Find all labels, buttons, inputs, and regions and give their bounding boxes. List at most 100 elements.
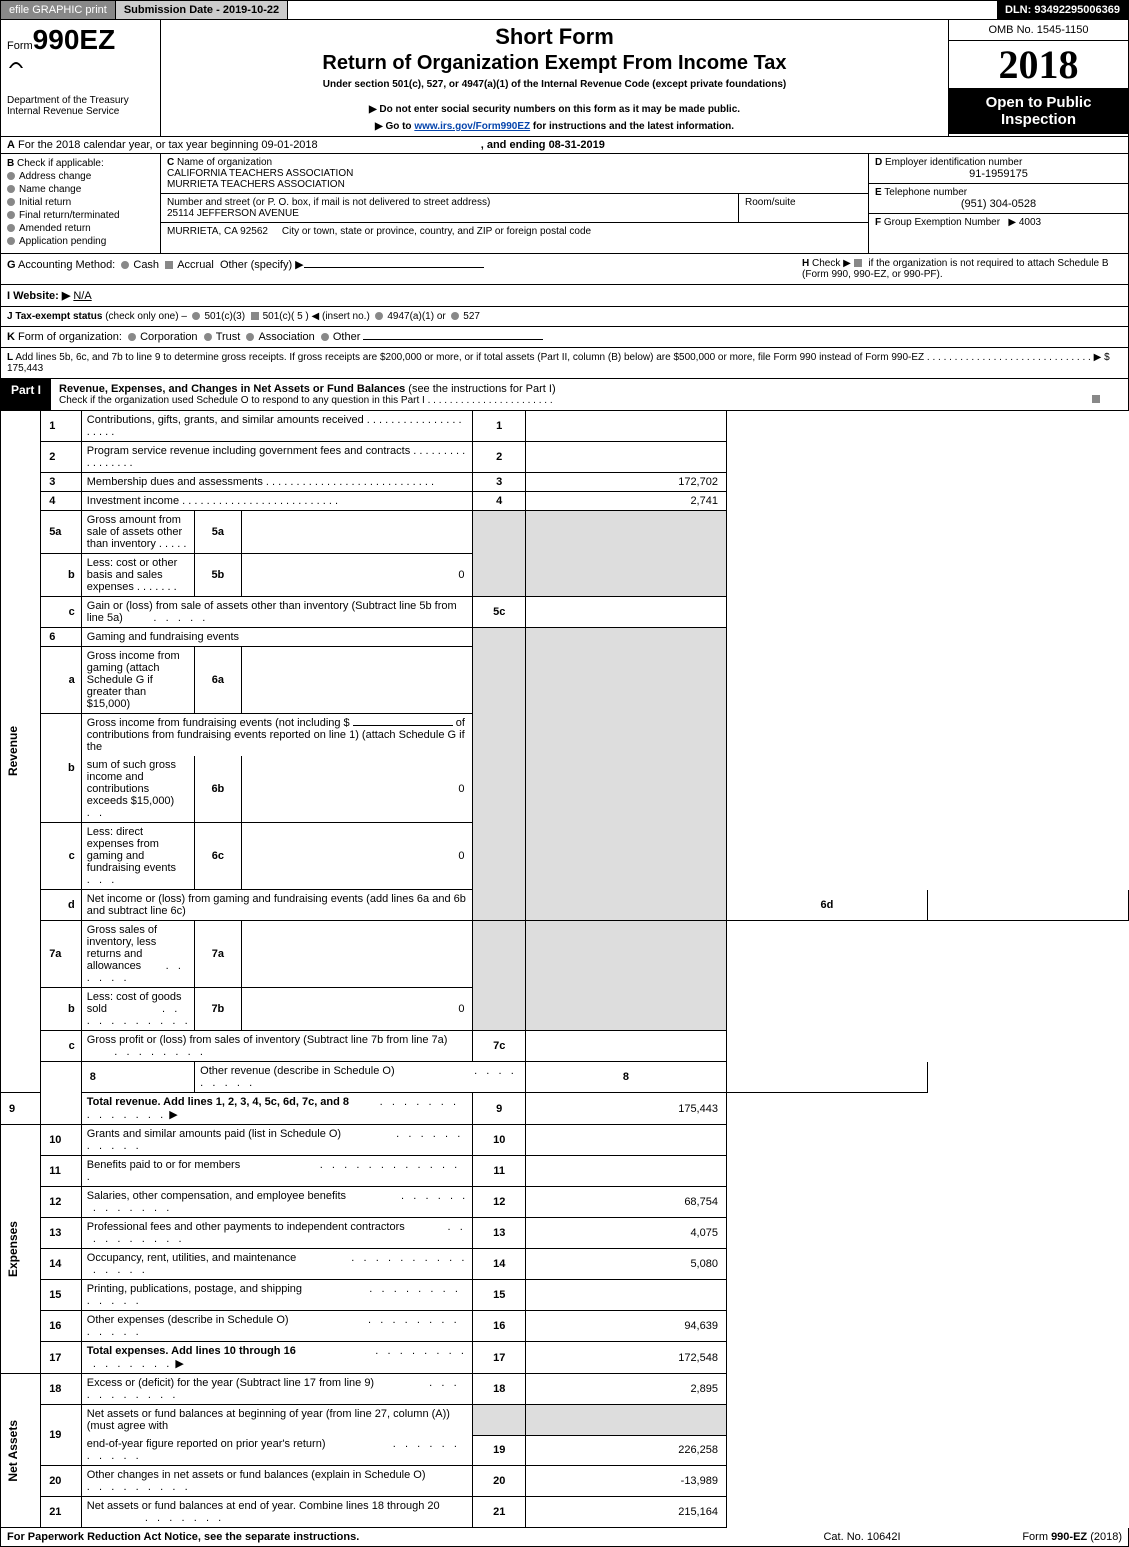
line-6b-amount-input[interactable] (353, 725, 453, 726)
line-15-value (526, 1280, 727, 1311)
form-id-block: Form 990EZ Department of the Treasury In… (1, 20, 161, 136)
line-14-num: 14 (41, 1249, 82, 1280)
line-8-box: 8 (526, 1062, 727, 1093)
line-7c-num: c (41, 1031, 82, 1062)
line-6d-num: d (41, 890, 82, 921)
period-begin: For the 2018 calendar year, or tax year … (18, 139, 318, 151)
line-9-value: 175,443 (526, 1093, 727, 1125)
revenue-sidebar-cont (41, 1062, 82, 1125)
irs-link[interactable]: www.irs.gov/Form990EZ (414, 121, 530, 132)
line-16-value: 94,639 (526, 1311, 727, 1342)
h-checkbox[interactable] (854, 259, 862, 267)
line-5b-mbox: 5b (195, 554, 241, 597)
return-title: Return of Organization Exempt From Incom… (169, 52, 940, 75)
entity-block: B Check if applicable: Address change Na… (0, 154, 1129, 254)
corp-radio[interactable] (128, 333, 136, 341)
line-14-desc: Occupancy, rent, utilities, and maintena… (81, 1249, 473, 1280)
no-ssn-warning: ▶ Do not enter social security numbers o… (169, 104, 940, 115)
line-6c-mval: 0 (241, 823, 473, 890)
line-9-num: 9 (1, 1093, 41, 1125)
amended-return-checkbox[interactable]: Amended return (7, 223, 154, 234)
other-specify-input[interactable] (304, 267, 484, 268)
initial-return-checkbox[interactable]: Initial return (7, 197, 154, 208)
line-20-desc: Other changes in net assets or fund bala… (81, 1466, 473, 1497)
line-7b-num: b (41, 988, 82, 1031)
line-19-shade-v (526, 1405, 727, 1436)
other-specify: Other (specify) ▶ (220, 259, 304, 271)
line-19-desc-bottom: end-of-year figure reported on prior yea… (81, 1435, 473, 1466)
street-value: 25114 JEFFERSON AVENUE (167, 208, 299, 219)
efile-print-button[interactable]: efile GRAPHIC print (1, 1, 116, 19)
line-k-form-org: K Form of organization: Corporation Trus… (0, 327, 1129, 348)
line-7a-mbox: 7a (195, 921, 241, 988)
s527-radio[interactable] (451, 312, 459, 320)
line-7a-num: 7a (41, 921, 82, 988)
final-return-checkbox[interactable]: Final return/terminated (7, 210, 154, 221)
period-end: , and ending 08-31-2019 (481, 139, 605, 151)
line-10-value (526, 1125, 727, 1156)
line-7c-desc: Gross profit or (loss) from sales of inv… (81, 1031, 473, 1062)
name-change-checkbox[interactable]: Name change (7, 184, 154, 195)
accrual-radio[interactable] (165, 261, 173, 269)
line-17-box: 17 (473, 1342, 526, 1374)
revenue-sidebar: Revenue (1, 411, 41, 1093)
line-l-text: Add lines 5b, 6c, and 7b to line 9 to de… (15, 352, 924, 363)
city-label: City or town, state or province, country… (282, 226, 591, 237)
line-a-period: A For the 2018 calendar year, or tax yea… (0, 137, 1129, 154)
line-6-num: 6 (41, 628, 82, 647)
cash-radio[interactable] (121, 261, 129, 269)
line-16-num: 16 (41, 1311, 82, 1342)
line-6a-mval (241, 647, 473, 714)
form-number: 990EZ (33, 24, 116, 56)
section-d-e-f-block: D Employer identification number 91-1959… (868, 154, 1128, 253)
top-bar: efile GRAPHIC print Submission Date - 20… (0, 0, 1129, 20)
line-9-desc: Total revenue. Add lines 1, 2, 3, 4, 5c,… (81, 1093, 473, 1125)
c3-radio[interactable] (192, 312, 200, 320)
line-18-box: 18 (473, 1374, 526, 1405)
form-prefix: Form (7, 40, 33, 52)
line-12-num: 12 (41, 1187, 82, 1218)
line-19-num: 19 (41, 1405, 82, 1466)
other-org-input[interactable] (363, 339, 543, 340)
line-19-shade (473, 1405, 526, 1436)
netassets-sidebar: Net Assets (1, 1374, 41, 1528)
cat-no: Cat. No. 10642I (762, 1531, 962, 1543)
line-20-num: 20 (41, 1466, 82, 1497)
c5-radio[interactable] (251, 312, 259, 320)
line-6-desc: Gaming and fundraising events (81, 628, 473, 647)
form-header: Form 990EZ Department of the Treasury In… (0, 20, 1129, 137)
part1-title-suffix: (see the instructions for Part I) (408, 383, 555, 395)
line-7b-desc: Less: cost of goods sold . . . . . . . .… (81, 988, 194, 1031)
assoc-radio[interactable] (246, 333, 254, 341)
group-num-value: ▶ 4003 (1008, 217, 1041, 228)
line-13-value: 4,075 (526, 1218, 727, 1249)
part1-header: Part I Revenue, Expenses, and Changes in… (0, 379, 1129, 411)
line-8-value (726, 1062, 927, 1093)
application-pending-checkbox[interactable]: Application pending (7, 236, 154, 247)
line-3-value: 172,702 (526, 473, 727, 492)
h-text: if the organization is not required to a… (868, 258, 1108, 269)
schedule-o-checkbox[interactable] (1092, 395, 1100, 403)
line-18-desc: Excess or (deficit) for the year (Subtra… (81, 1374, 473, 1405)
line-6c-mbox: 6c (195, 823, 241, 890)
line-11-desc: Benefits paid to or for members . . . . … (81, 1156, 473, 1187)
line-i-label: I (7, 290, 10, 302)
trust-radio[interactable] (204, 333, 212, 341)
eagle-icon (7, 56, 25, 70)
a4947-radio[interactable] (375, 312, 383, 320)
irs-label: Internal Revenue Service (7, 106, 154, 117)
line-a-label: A (7, 139, 15, 151)
line-5c-value (526, 597, 727, 628)
part1-title-block: Revenue, Expenses, and Changes in Net As… (51, 379, 1128, 410)
line-e-label: E (875, 187, 882, 198)
address-change-checkbox[interactable]: Address change (7, 171, 154, 182)
line-5c-box: 5c (473, 597, 526, 628)
line-6a-num: a (41, 647, 82, 714)
under-section: Under section 501(c), 527, or 4947(a)(1)… (169, 79, 940, 90)
short-form-title: Short Form (169, 24, 940, 50)
line-16-desc: Other expenses (describe in Schedule O) … (81, 1311, 473, 1342)
line-12-box: 12 (473, 1187, 526, 1218)
form-label-footer: Form 990-EZ (2018) (962, 1531, 1122, 1543)
other-radio[interactable] (321, 333, 329, 341)
line-5ab-shade (473, 511, 526, 597)
